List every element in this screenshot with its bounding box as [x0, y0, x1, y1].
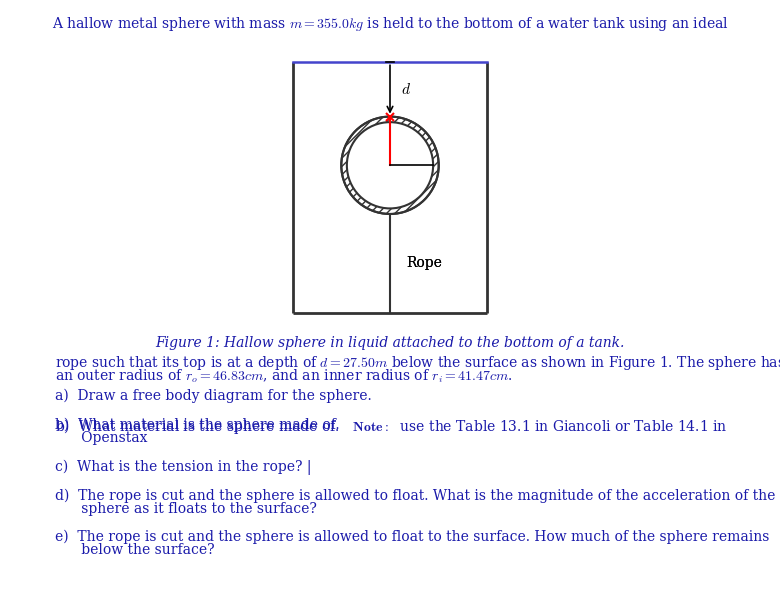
Text: $r_o$: $r_o$	[367, 134, 379, 148]
Text: b)  What material is the sphere made of.: b) What material is the sphere made of.	[55, 417, 339, 432]
Text: e)  The rope is cut and the sphere is allowed to float to the surface. How much : e) The rope is cut and the sphere is all…	[55, 530, 769, 544]
Circle shape	[347, 122, 433, 209]
Text: c)  What is the tension in the rope? |: c) What is the tension in the rope? |	[55, 459, 311, 474]
Text: d)  The rope is cut and the sphere is allowed to float. What is the magnitude of: d) The rope is cut and the sphere is all…	[55, 488, 775, 503]
Text: below the surface?: below the surface?	[55, 543, 214, 557]
Text: Rope: Rope	[406, 257, 442, 270]
Text: b)  What material is the sphere made of.   $\mathbf{Note:}$  use the Table 13.1 : b) What material is the sphere made of. …	[55, 417, 727, 436]
Text: $r_i$: $r_i$	[413, 182, 424, 195]
Circle shape	[342, 117, 438, 214]
Text: Figure 1: Hallow sphere in liquid attached to the bottom of a tank.: Figure 1: Hallow sphere in liquid attach…	[155, 336, 625, 350]
Text: A hallow metal sphere with mass $m = 355.0kg$ is held to the bottom of a water t: A hallow metal sphere with mass $m = 355…	[51, 15, 729, 33]
Text: rope such that its top is at a depth of $d = 27.50m$ below the surface as shown : rope such that its top is at a depth of …	[55, 354, 780, 372]
Text: Openstax: Openstax	[55, 431, 147, 445]
Text: Rope: Rope	[406, 257, 442, 270]
Text: an outer radius of $r_o = 46.83cm$, and an inner radius of $r_i = 41.47cm$.: an outer radius of $r_o = 46.83cm$, and …	[55, 367, 512, 385]
Text: sphere as it floats to the surface?: sphere as it floats to the surface?	[55, 502, 317, 515]
Text: $d$: $d$	[401, 82, 411, 97]
Text: a)  Draw a free body diagram for the sphere.: a) Draw a free body diagram for the sphe…	[55, 388, 371, 403]
